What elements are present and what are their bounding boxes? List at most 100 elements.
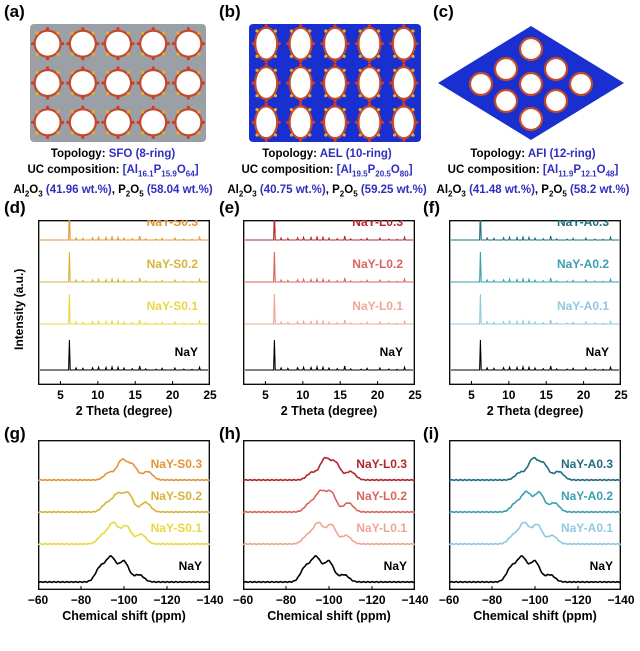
- xrd-trace: [451, 339, 619, 371]
- pore-ring: [139, 68, 168, 98]
- atom-node: [162, 110, 166, 114]
- x-axis-label: 2 Theta (degree): [486, 404, 584, 418]
- atom-node: [389, 42, 393, 46]
- atom-node: [358, 54, 362, 58]
- atom-node: [358, 94, 362, 98]
- pore-ring: [391, 65, 416, 101]
- x-tick-label: 15: [128, 388, 142, 402]
- atom-node: [342, 68, 346, 72]
- series-label: NaY: [586, 345, 609, 359]
- atom-node: [186, 57, 190, 61]
- series-label: NaY-L0.2: [352, 257, 403, 271]
- atom-node: [151, 57, 155, 61]
- pore-ring: [288, 105, 313, 140]
- xrd-trace: [40, 251, 208, 283]
- pore-ring: [543, 88, 569, 114]
- panel-label-c: (c): [433, 2, 454, 21]
- atom-node: [171, 81, 175, 85]
- atom-node: [286, 120, 290, 124]
- panel-label-b: (b): [219, 2, 241, 21]
- atom-node: [289, 68, 294, 72]
- series-label: NaY-L0.1: [356, 521, 407, 535]
- atom-node: [140, 131, 145, 135]
- atom-node: [308, 94, 312, 98]
- atom-node: [358, 68, 362, 72]
- atom-node: [308, 108, 312, 112]
- atom-node: [116, 105, 120, 109]
- atom-node: [312, 81, 316, 85]
- atom-node: [201, 81, 205, 85]
- atom-node: [367, 102, 371, 106]
- atom-node: [56, 110, 60, 114]
- atom-node: [201, 120, 205, 124]
- xrd-trace: [245, 251, 413, 283]
- atom-node: [308, 68, 312, 72]
- atom-node: [289, 54, 294, 58]
- ael-framework-image: [249, 24, 421, 142]
- atom-node: [151, 96, 155, 100]
- atom-node: [61, 42, 65, 46]
- atom-node: [393, 54, 397, 58]
- x-tick-label: 5: [262, 388, 269, 402]
- atom-node: [131, 120, 135, 124]
- atom-node: [101, 81, 105, 85]
- atom-node: [333, 99, 337, 103]
- atom-node: [289, 108, 294, 112]
- series-label: NaY-L0.2: [356, 489, 407, 503]
- nmr-trace: [449, 555, 621, 584]
- atom-node: [342, 94, 346, 98]
- series-label: NaY-A0.1: [561, 521, 613, 535]
- atom-node: [320, 81, 324, 85]
- atom-node: [96, 120, 100, 124]
- atom-node: [393, 94, 397, 98]
- atom-node: [251, 42, 255, 46]
- atom-node: [46, 135, 50, 139]
- x-tick-label: 10: [502, 388, 516, 402]
- x-tick-label: 5: [468, 388, 475, 402]
- atom-node: [376, 133, 381, 137]
- pore-ring: [103, 108, 133, 137]
- atom-node: [273, 54, 277, 58]
- atom-node: [96, 81, 100, 85]
- atom-node: [166, 120, 170, 124]
- atom-node: [346, 42, 350, 46]
- atom-node: [277, 120, 281, 124]
- oxide-line: Al2O3 (40.75 wt.%), P2O5 (59.25 wt.%): [227, 184, 427, 199]
- atom-node: [166, 81, 170, 85]
- x-tick-label: −140: [401, 593, 429, 607]
- x-tick-label: 20: [576, 388, 591, 402]
- atom-node: [176, 110, 180, 114]
- atom-node: [289, 94, 294, 98]
- atom-node: [255, 108, 259, 112]
- xrd-trace: [245, 339, 413, 371]
- atom-node: [411, 29, 415, 33]
- oxide-line: Al2O3 (41.96 wt.%), P2O5 (58.04 wt.%): [13, 184, 213, 199]
- atom-node: [411, 68, 415, 72]
- atom-node: [131, 42, 135, 46]
- pore-ring: [288, 26, 313, 61]
- atom-node: [402, 99, 406, 103]
- atom-node: [376, 94, 381, 98]
- atom-node: [81, 135, 85, 139]
- xrd-chart-e: NaY NaY-L0.1 NaY-L0.2 NaY-L0.3: [243, 220, 415, 385]
- xrd-chart-d: NaY NaY-S0.1 NaY-S0.2 NaY-S0.3: [38, 220, 210, 385]
- atom-node: [197, 92, 201, 96]
- atom-node: [393, 29, 397, 33]
- atom-node: [35, 110, 39, 114]
- series-label: NaY-S0.3: [147, 220, 199, 229]
- atom-node: [367, 63, 371, 67]
- atom-node: [346, 81, 350, 85]
- atom-node: [186, 135, 190, 139]
- atom-node: [136, 120, 140, 124]
- atom-node: [140, 70, 145, 74]
- atom-node: [367, 138, 371, 142]
- atom-node: [136, 81, 140, 85]
- atom-node: [176, 131, 180, 135]
- atom-node: [70, 110, 74, 114]
- series-label: NaY-A0.1: [557, 299, 609, 313]
- xrd-trace: [245, 293, 413, 325]
- atom-node: [116, 96, 120, 100]
- atom-node: [358, 133, 362, 137]
- atom-node: [66, 120, 70, 124]
- nmr-trace: [243, 555, 415, 584]
